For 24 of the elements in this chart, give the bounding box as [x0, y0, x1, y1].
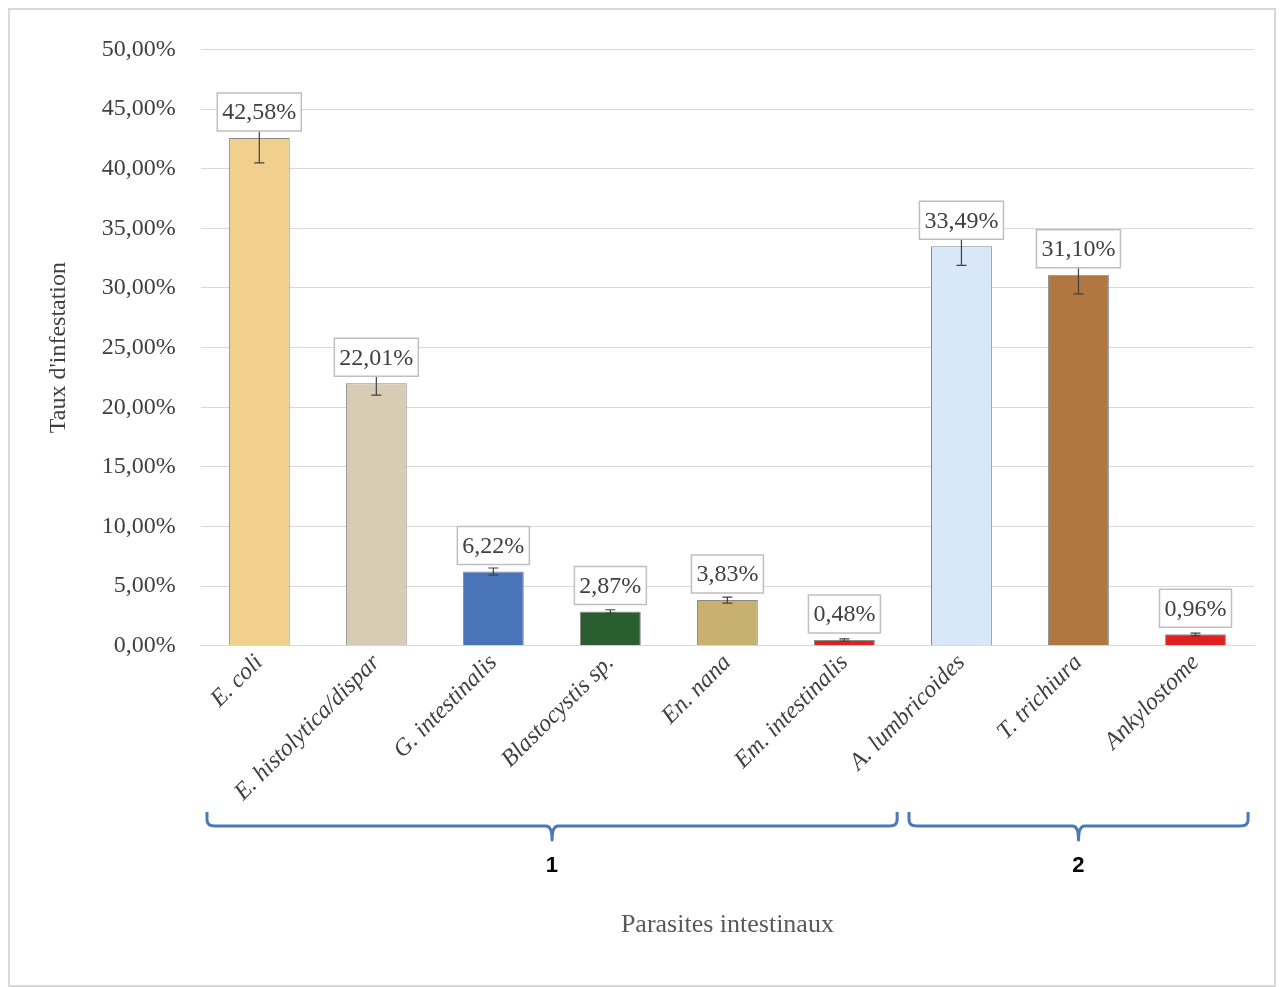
data-label: 42,58%	[222, 98, 297, 125]
text: 2	[1071, 852, 1086, 878]
y-tick-label: 50,00%	[101, 34, 176, 61]
y-tick-label: 45,00%	[101, 94, 176, 121]
data-label: 2,87%	[579, 571, 642, 598]
y-tick-label: 0,00%	[113, 631, 176, 658]
y-tick-label: 5,00%	[113, 571, 176, 598]
data-label: 6,22%	[462, 531, 525, 558]
data-label: 22,01%	[339, 343, 414, 370]
y-tick-label: 25,00%	[101, 332, 176, 359]
y-tick-label: 15,00%	[101, 452, 176, 479]
data-label: 33,49%	[924, 206, 999, 233]
data-label: 0,96%	[1164, 594, 1227, 621]
y-tick-label: 35,00%	[101, 213, 176, 240]
y-tick-label: 40,00%	[101, 153, 176, 180]
y-tick-label: 20,00%	[101, 392, 176, 419]
text: 1	[544, 852, 559, 878]
y-axis-title: Taux d'infestation	[43, 261, 70, 434]
x-axis-title: Parasites intestinaux	[620, 909, 834, 939]
data-label: 31,10%	[1041, 235, 1116, 262]
y-tick-label: 30,00%	[101, 273, 176, 300]
y-tick-label: 10,00%	[101, 511, 176, 538]
data-label: 3,83%	[696, 560, 759, 587]
data-label: 0,48%	[813, 600, 876, 627]
